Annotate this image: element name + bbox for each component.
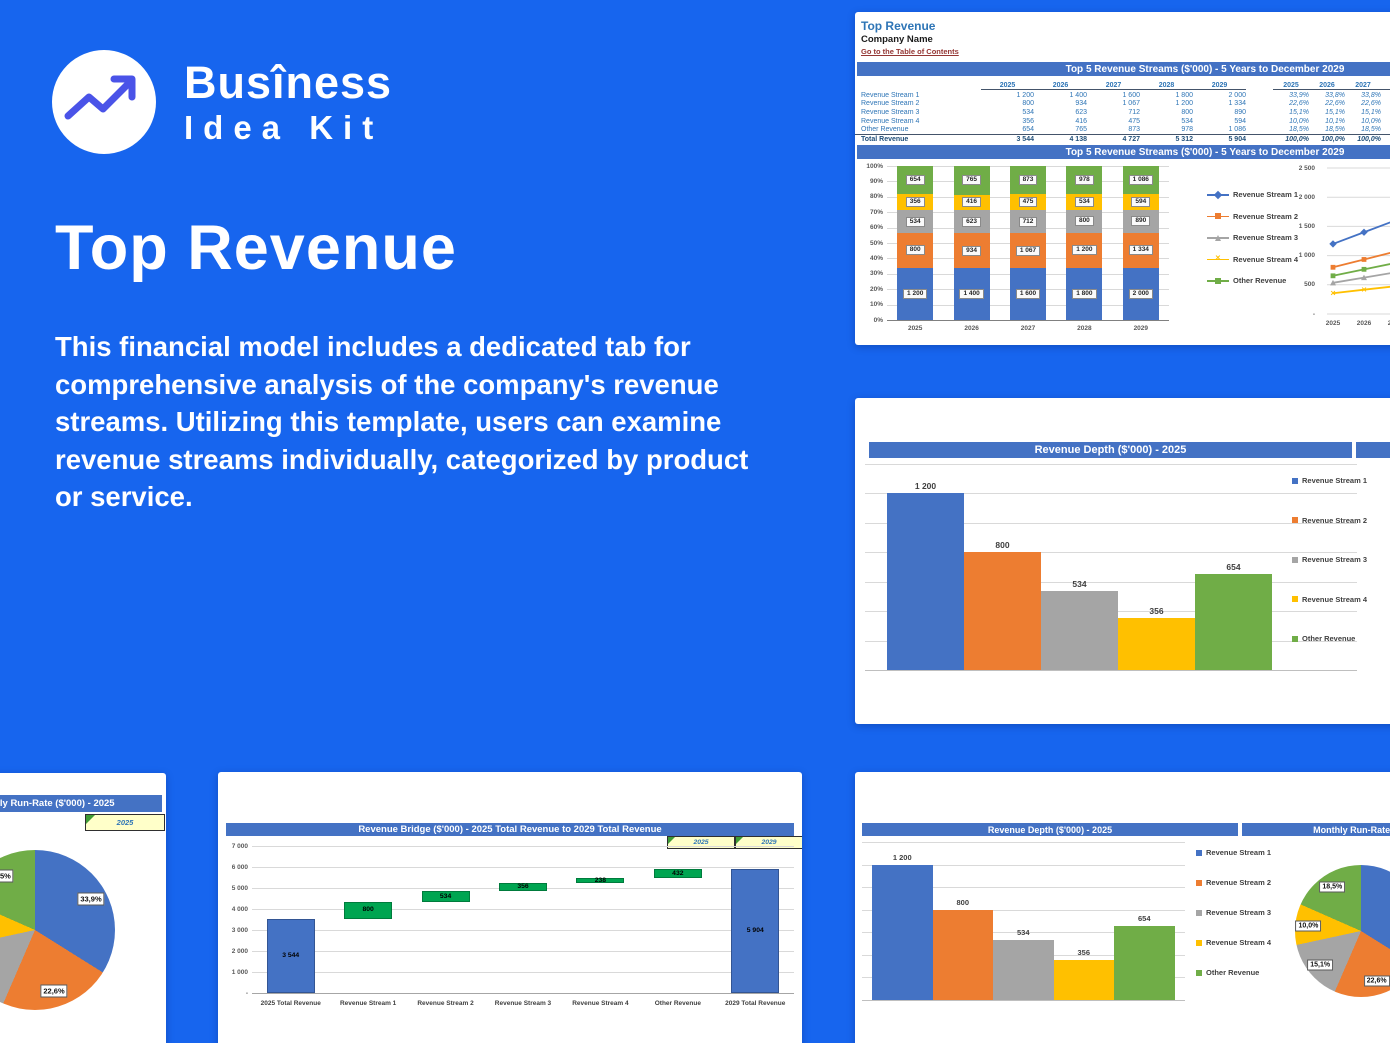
depth-header: Revenue Depth ($'000) - 2025 [869, 442, 1352, 458]
svg-text:✕: ✕ [1330, 291, 1336, 298]
legend-item: Revenue Stream 4 [1292, 595, 1367, 604]
depth-chart-legend: Revenue Stream 1 Revenue Stream 2 Revenue … [1292, 476, 1382, 646]
page-title: Top Revenue [55, 213, 457, 283]
trend-arrow-icon [64, 75, 136, 120]
panel-revenue-bridge: Revenue Bridge ($'000) - 2025 Total Reve… [218, 772, 802, 1043]
legend-item: Revenue Stream 3 [1196, 908, 1271, 917]
revenue-depth-bar-chart: 1 200 800 534 356 654 [865, 464, 1357, 671]
panel-dashboard-bottom-right: Revenue Depth ($'000) - 2025 Monthly Run… [855, 772, 1390, 1043]
table-row: Other Revenue 654 765 873 978 1 086 18,5% 18,5%… [861, 126, 1381, 134]
svg-text:2027: 2027 [1388, 320, 1390, 327]
pie-slice-label: 22,6% [40, 984, 68, 998]
pie-slice-label: 18,5% [0, 869, 14, 883]
run-rate-pie-chart: 33,9%22,6%15,1%10,0%18,5% [0, 850, 115, 1010]
pie-slice-label: 18,5% [1319, 881, 1346, 893]
legend-item: Revenue Stream 3 [1207, 233, 1298, 242]
selector-corner-icon [86, 815, 95, 824]
pie-slice-label: 22,6% [1363, 975, 1390, 987]
pie-slice-label: 10,0% [1295, 920, 1322, 932]
selector-corner-icon [668, 837, 675, 844]
depth-header-small: Revenue Depth ($'000) - 2025 [862, 823, 1238, 836]
legend-item: Revenue Stream 4 [1196, 938, 1271, 947]
table-of-contents-link[interactable]: Go to the Table of Contents [861, 47, 959, 56]
table-row: Revenue Stream 2 800 934 1 067 1 200 1 334 22,… [861, 100, 1381, 108]
stacked-revenue-chart: 100% 90% 80% 70% 60% 50% 40% 30% 20% 10% 0% 1 200 80… [859, 162, 1173, 338]
panel-revenue-depth: Revenue Depth ($'000) - 2025 1 200 800 534… [855, 398, 1390, 724]
adjacent-header-fragment [1356, 442, 1390, 458]
table-row: 202520262027202820292025202620272028 [855, 80, 1390, 91]
legend-item: Other Revenue [1196, 968, 1259, 977]
legend-item: ✕ Revenue Stream 4 [1207, 255, 1298, 264]
table-section-header: Top 5 Revenue Streams ($'000) - 5 Years … [857, 62, 1390, 76]
legend-item: Other Revenue [1207, 276, 1286, 285]
brand-name: Busîness Idea Kit [184, 60, 392, 144]
chart-section-header: Top 5 Revenue Streams ($'000) - 5 Years … [857, 145, 1390, 159]
legend-item: Revenue Stream 1 [1196, 848, 1271, 857]
legend-item: Revenue Stream 1 [1292, 476, 1367, 485]
brand-line2: Idea Kit [184, 109, 384, 146]
brand-line1: Busîness [184, 57, 393, 108]
svg-text:2026: 2026 [1357, 320, 1372, 327]
svg-text:✕: ✕ [1361, 287, 1367, 294]
brand-logo [52, 50, 156, 154]
table-row: Total Revenue 3 544 4 138 4 727 5 312 5 904 10… [855, 133, 1390, 145]
panel-top-revenue-sheet: Top Revenue Company Name Go to the Table… [855, 12, 1390, 345]
selector-corner-icon [736, 837, 743, 844]
run-rate-header-small: Monthly Run-Rate ($'000) - 2025 [1242, 823, 1390, 836]
legend-item: Revenue Stream 1 [1207, 190, 1298, 199]
run-rate-pie-chart-small: 33,9%22,6%15,1%10,0%18,5% [1295, 865, 1390, 997]
legend-item: Other Revenue [1292, 634, 1355, 643]
page-description: This financial model includes a dedicate… [55, 331, 749, 512]
sheet-title: Top Revenue [861, 19, 936, 33]
revenue-bridge-waterfall-chart: 7 000 6 000 5 000 4 000 3 000 2 000 1 000-3 54… [218, 840, 798, 1043]
company-name: Company Name [861, 34, 933, 45]
legend-item: Revenue Stream 2 [1292, 516, 1367, 525]
revenue-depth-bar-chart-small: 1 200 800 534 356 654 [862, 842, 1185, 1001]
stacked-chart-legend: Revenue Stream 1 Revenue Stream 2 Revenue … [1207, 190, 1298, 310]
revenue-table: 202520262027202820292025202620272028Reve… [855, 80, 1390, 145]
bridge-header: Revenue Bridge ($'000) - 2025 Total Reve… [226, 823, 794, 836]
bridge-to-year-selector[interactable]: 2029 [735, 836, 802, 849]
pie-slice-label: 15,1% [1307, 959, 1334, 971]
depth-legend-small: Revenue Stream 1 Revenue Stream 2 Revenue … [1196, 848, 1276, 1008]
legend-item: Revenue Stream 2 [1196, 878, 1271, 887]
svg-text:2025: 2025 [1326, 320, 1341, 327]
run-rate-header: Monthly Run-Rate ($'000) - 2025 [0, 795, 162, 812]
pie-slice-label: 33,9% [77, 892, 105, 906]
table-row: Revenue Stream 3 534 623 712 800 890 15,1% 15,1… [861, 108, 1381, 116]
legend-item: Revenue Stream 3 [1292, 555, 1367, 564]
table-row: Revenue Stream 4 356 416 475 534 594 10,0% 10,1… [861, 117, 1381, 125]
legend-item: Revenue Stream 2 [1207, 212, 1298, 221]
bridge-from-year-selector[interactable]: 2025 [667, 836, 735, 849]
panel-monthly-run-rate: Monthly Run-Rate ($'000) - 2025 2025 33,… [0, 773, 166, 1043]
year-selector[interactable]: 2025 [85, 814, 165, 831]
